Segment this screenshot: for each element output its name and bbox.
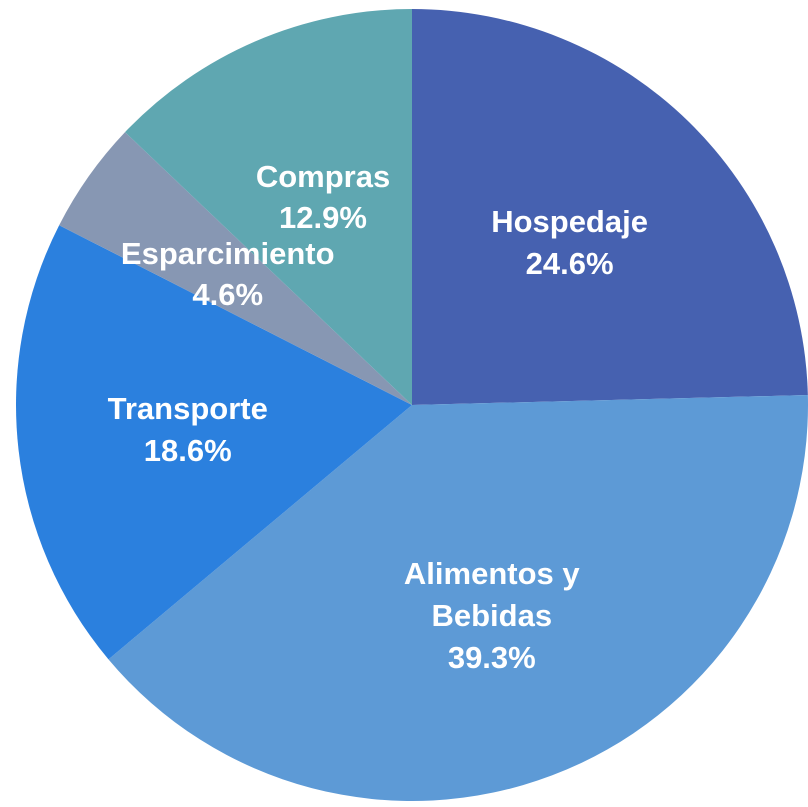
slice-category: Transporte <box>107 391 268 427</box>
pie-slice <box>412 9 808 405</box>
slice-label: Esparcimiento 4.6% <box>121 233 335 317</box>
slice-value: 18.6% <box>143 433 232 469</box>
pie-slice <box>15 225 412 660</box>
slice-value: 24.6% <box>525 246 614 282</box>
slice-value: 12.9% <box>279 200 367 236</box>
slice-label: Alimentos y Bebidas 39.3% <box>347 553 637 679</box>
slice-category: Esparcimiento <box>120 235 335 271</box>
pie-slice <box>125 9 413 405</box>
slice-label: Hospedaje 24.6% <box>491 202 648 286</box>
pie-slice <box>108 395 808 801</box>
slice-category: Hospedaje <box>491 204 648 240</box>
slice-category: Alimentos y Bebidas <box>403 556 580 634</box>
slice-label: Compras 12.9% <box>256 156 390 240</box>
pie-slice <box>59 132 413 405</box>
slice-category: Compras <box>255 158 391 194</box>
slice-value: 39.3% <box>447 640 536 676</box>
slice-label: Transporte 18.6% <box>108 389 268 473</box>
slice-value: 4.6% <box>192 277 264 313</box>
